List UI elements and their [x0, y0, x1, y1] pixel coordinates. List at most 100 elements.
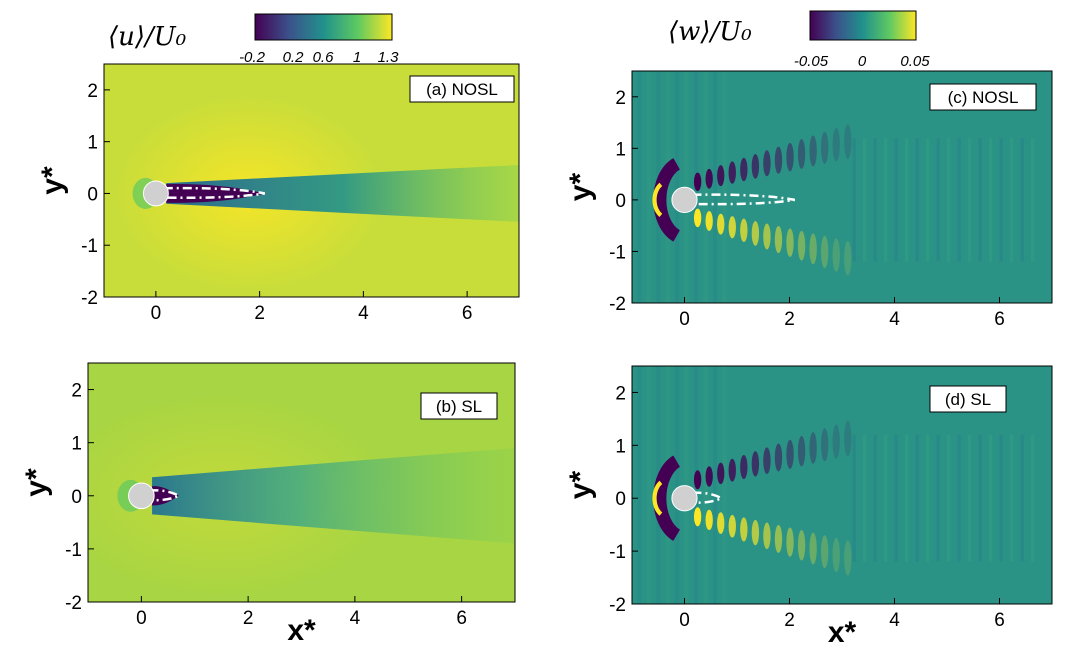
wake-band: [693, 208, 702, 228]
downstream-ripple: [1031, 434, 1035, 562]
panels: (a) NOSL 0 2 4 6 2 1 0 -1 -2 y* (b) SL 0 2 4 6 2 1 0 -1 -2 y*…: [20, 63, 1053, 649]
downstream-ripple: [926, 138, 930, 262]
bow-arc-yellow: [652, 182, 663, 217]
panel-a: (a) NOSL 0 2 4 6 2 1 0 -1 -2 y*: [36, 63, 520, 324]
x-tick-label: 2: [243, 608, 254, 629]
wake-band: [763, 150, 771, 177]
y-tick-label: -2: [609, 294, 626, 315]
wake-band: [717, 213, 725, 235]
upstream-stripe: [675, 71, 680, 303]
cylinder: [671, 186, 698, 213]
downstream-ripple: [947, 434, 951, 562]
panel-label-box: [929, 385, 1007, 413]
colorbars: ⟨u⟩/U₀ -0.2 0.2 0.6 1 1.3 ⟨w⟩/U₀ -0.05 0 0.05: [108, 10, 930, 70]
wake-band: [797, 230, 806, 261]
upstream-stripe: [646, 71, 651, 303]
wake-band: [844, 124, 852, 159]
downstream-ripple: [978, 138, 982, 262]
upstream-stripe: [703, 366, 708, 604]
y-tick-label: -1: [81, 236, 98, 257]
panel-label-box: [929, 83, 1037, 111]
wake-band: [728, 514, 736, 538]
recirculation-streamline: [692, 193, 795, 206]
y-tick-label: 2: [615, 383, 626, 404]
wake-band: [844, 420, 852, 457]
downstream-ripple: [884, 138, 888, 262]
x-tick-label: 4: [889, 610, 900, 631]
colorbar-tick-label: -0.2: [239, 49, 266, 66]
colorbar-title: ⟨u⟩/U₀: [108, 22, 187, 52]
wake-band: [751, 221, 760, 246]
panel-d: (d) SL 0 2 4 6 2 1 0 -1 -2 y* x*: [564, 365, 1053, 649]
wake-band: [821, 131, 829, 164]
wake-band: [821, 428, 829, 462]
wake-band: [751, 519, 760, 546]
wake-band: [774, 225, 783, 254]
wake-band: [740, 454, 748, 480]
wake-band: [844, 540, 852, 576]
bow-arc-purple: [653, 455, 681, 541]
x-tick-label: 6: [456, 608, 467, 629]
wake-band: [844, 240, 852, 276]
downstream-ripple: [852, 138, 856, 262]
upstream-stripe: [675, 366, 680, 604]
colorbar-tick-label: 1: [353, 49, 361, 66]
colorbar-tick-label: -0.05: [794, 53, 829, 70]
y-tick-label: -2: [609, 595, 626, 616]
wake-band: [809, 532, 817, 565]
colorbar-gradient: [254, 13, 393, 41]
downstream-ripple: [936, 138, 940, 262]
x-tick-label: 6: [994, 610, 1005, 631]
wake-band: [693, 507, 702, 527]
wake-band: [717, 165, 725, 187]
upstream-stripe: [703, 71, 708, 303]
y-tick-label: 2: [87, 81, 98, 102]
wake-band: [763, 522, 771, 550]
y-tick-label: 0: [87, 184, 98, 205]
wake-band: [751, 451, 760, 477]
wake-band: [797, 139, 806, 169]
wake-band: [705, 466, 713, 487]
colorbar-tick-label: 1.3: [378, 49, 400, 66]
panel-frame: [631, 365, 1053, 605]
wake-band: [740, 517, 748, 542]
bow-arc-purple: [653, 158, 681, 242]
wake-band: [728, 161, 736, 184]
downstream-ripple: [968, 138, 972, 262]
wake-band: [717, 462, 725, 485]
downstream-ripple: [863, 138, 867, 262]
downstream-ripple: [905, 434, 909, 562]
wake-band: [786, 228, 794, 257]
wake-band: [809, 135, 817, 167]
downstream-ripple: [978, 434, 982, 562]
wake-band: [705, 211, 713, 231]
wake-band: [717, 512, 725, 534]
wake-band: [797, 435, 806, 467]
y-tick-label: -1: [609, 542, 626, 563]
upstream-stripe: [712, 71, 718, 303]
panel-label: (c) NOSL: [948, 88, 1019, 107]
x-tick-label: 4: [358, 303, 369, 324]
wake-band: [832, 128, 840, 162]
wake-region: [152, 447, 515, 544]
x-tick-label: 6: [462, 303, 473, 324]
y-tick-label: 0: [71, 487, 82, 508]
y-tick-label: -1: [609, 242, 626, 263]
x-axis-label: x*: [287, 614, 316, 647]
y-axis-label: y*: [20, 468, 53, 497]
wake-band: [832, 537, 840, 572]
downstream-ripple: [999, 138, 1003, 262]
panel-b: (b) SL 0 2 4 6 2 1 0 -1 -2 y* x*: [20, 362, 516, 647]
downstream-ripple: [1010, 434, 1014, 562]
y-tick-label: -1: [65, 540, 82, 561]
downstream-ripple: [873, 138, 877, 262]
x-tick-label: 0: [679, 309, 690, 330]
panel-label-box: [409, 75, 515, 103]
wake-band: [832, 424, 840, 459]
upstream-stripe: [684, 366, 689, 604]
y-tick-label: -2: [65, 593, 82, 614]
wake-band: [809, 432, 817, 464]
x-tick-label: 4: [350, 608, 361, 629]
wake-band: [751, 154, 760, 179]
